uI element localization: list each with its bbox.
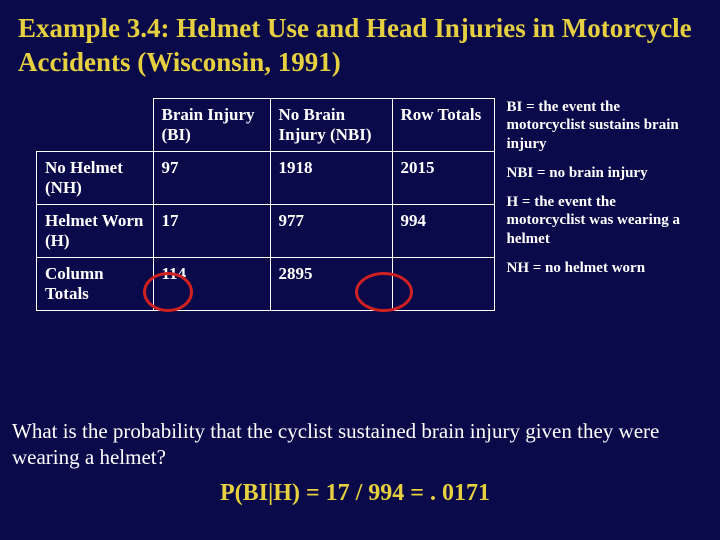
- row-label-h: Helmet Worn (H): [37, 204, 154, 257]
- legend-item-bi: BI = the event the motorcyclist sustains…: [507, 98, 687, 154]
- data-table: Brain Injury (BI) No Brain Injury (NBI) …: [36, 98, 495, 311]
- table-row: Helmet Worn (H) 17 977 994: [37, 204, 495, 257]
- slide-title: Example 3.4: Helmet Use and Head Injurie…: [18, 12, 702, 80]
- cell-nh-bi: 97: [153, 151, 270, 204]
- cell-h-bi: 17: [153, 204, 270, 257]
- col-header-bi: Brain Injury (BI): [153, 98, 270, 151]
- row-label-col-totals: Column Totals: [37, 257, 154, 310]
- table-row: Column Totals 114 2895: [37, 257, 495, 310]
- table-row: No Helmet (NH) 97 1918 2015: [37, 151, 495, 204]
- col-header-row-totals: Row Totals: [392, 98, 494, 151]
- cell-nh-rt: 2015: [392, 151, 494, 204]
- cell-col-total-bi: 114: [153, 257, 270, 310]
- cell-h-nbi: 977: [270, 204, 392, 257]
- content-row: Brain Injury (BI) No Brain Injury (NBI) …: [18, 98, 702, 311]
- cell-col-total-rt: [392, 257, 494, 310]
- col-header-nbi: No Brain Injury (NBI): [270, 98, 392, 151]
- question-text: What is the probability that the cyclist…: [12, 418, 708, 471]
- table-header-row: Brain Injury (BI) No Brain Injury (NBI) …: [37, 98, 495, 151]
- row-label-nh: No Helmet (NH): [37, 151, 154, 204]
- slide: Example 3.4: Helmet Use and Head Injurie…: [0, 0, 720, 540]
- legend-item-h: H = the event the motorcyclist was weari…: [507, 193, 687, 249]
- cell-nh-nbi: 1918: [270, 151, 392, 204]
- legend-item-nbi: NBI = no brain injury: [507, 164, 687, 183]
- cell-col-total-nbi: 2895: [270, 257, 392, 310]
- legend-item-nh: NH = no helmet worn: [507, 259, 687, 278]
- cell-h-rt: 994: [392, 204, 494, 257]
- data-table-wrap: Brain Injury (BI) No Brain Injury (NBI) …: [36, 98, 495, 311]
- answer-text: P(BI|H) = 17 / 994 = . 0171: [220, 480, 490, 507]
- legend: BI = the event the motorcyclist sustains…: [507, 98, 687, 288]
- table-corner-cell: [37, 98, 154, 151]
